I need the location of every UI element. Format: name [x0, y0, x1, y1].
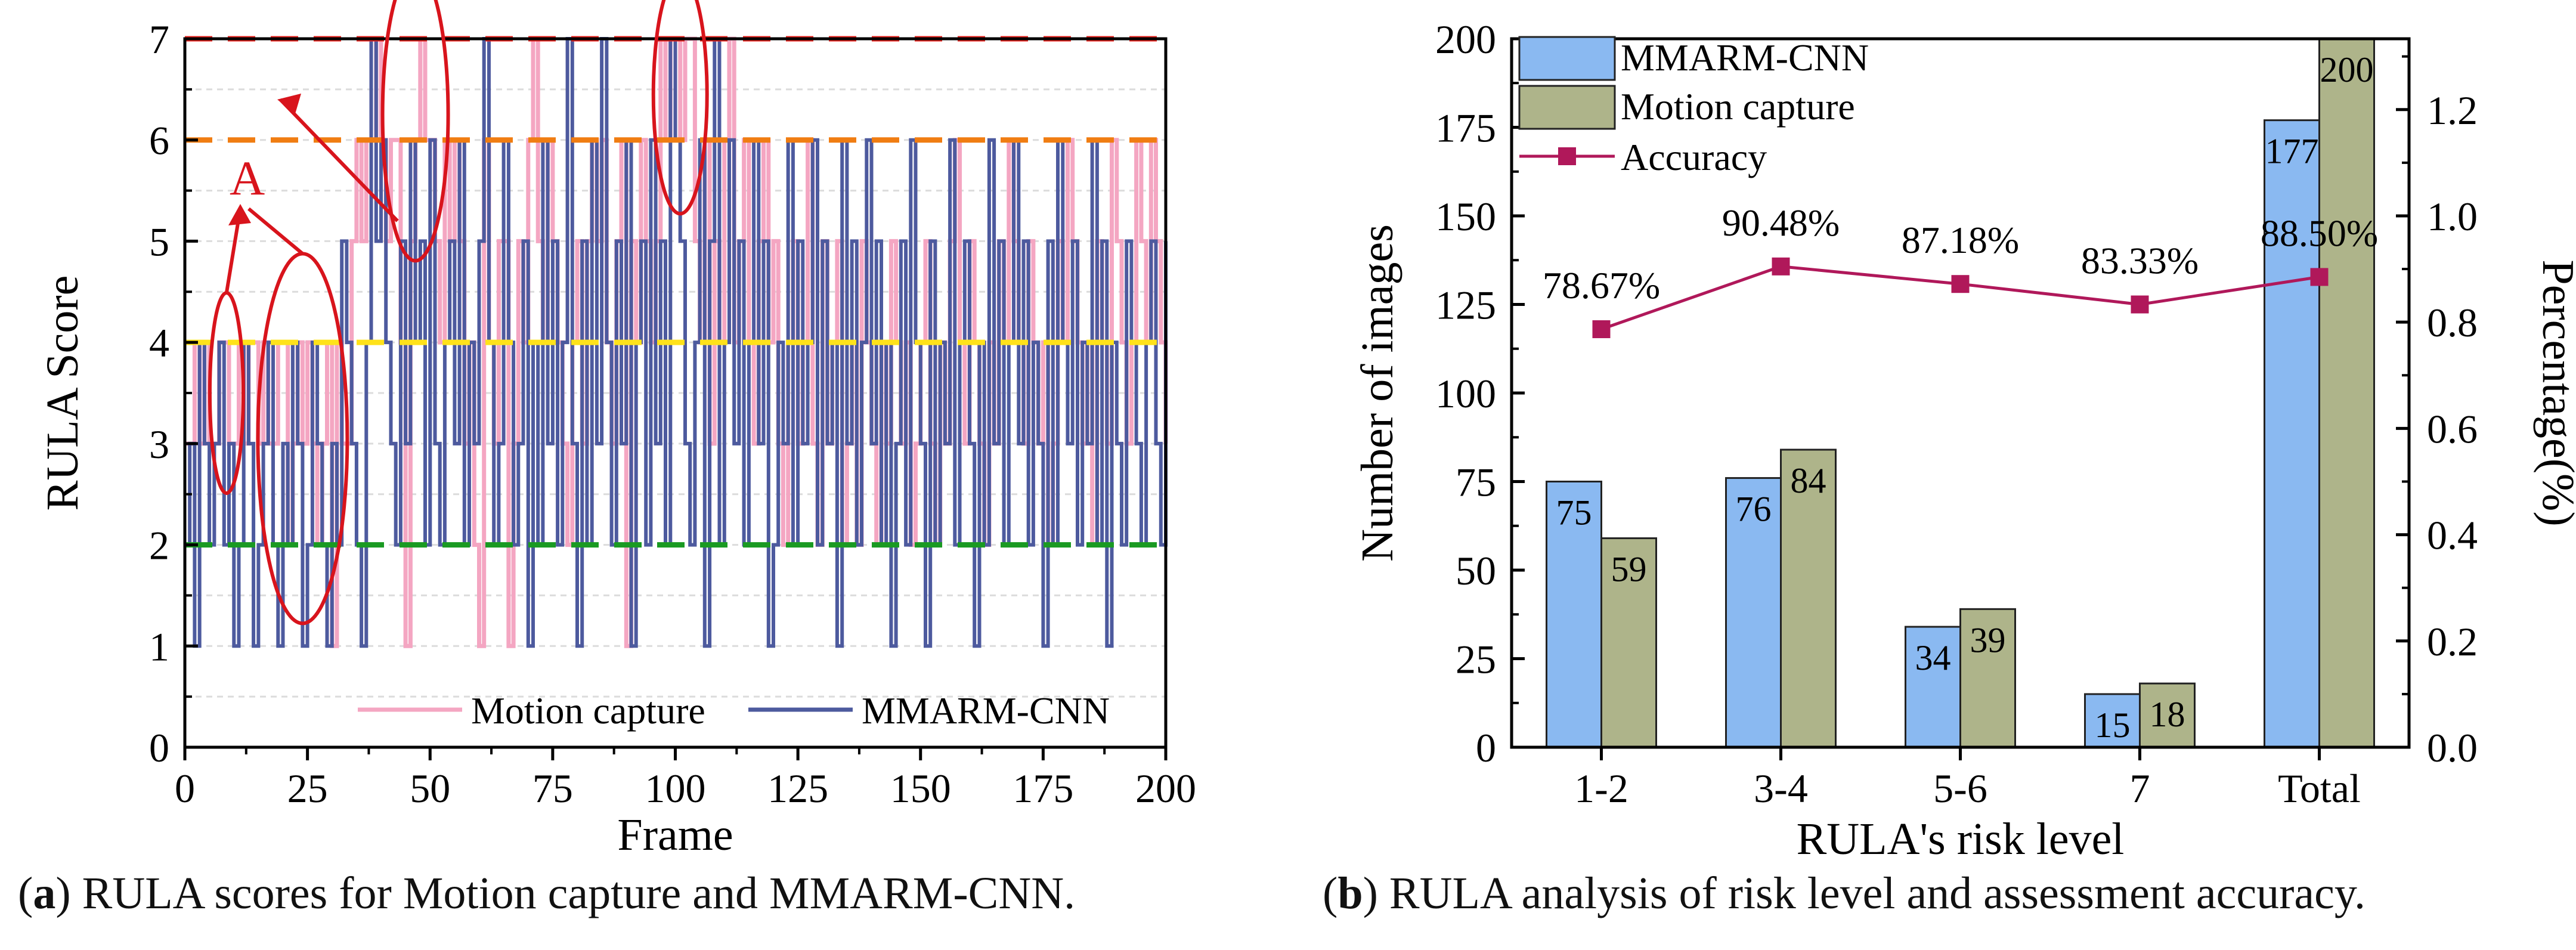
x-tick-label: 5-6: [1933, 766, 1987, 811]
y-tick-label: 100: [1435, 371, 1496, 416]
y-tick-label: 7: [149, 17, 169, 62]
legend-swatch-mmarm-cnn: [1518, 36, 1616, 81]
y-tick-label: 1: [149, 624, 169, 669]
x-tick-label: 1-2: [1574, 766, 1628, 811]
bar-motion-capture-3-4: [1780, 448, 1837, 748]
y-tick-label: 2: [149, 523, 169, 568]
caption-b-letter: b: [1337, 868, 1363, 918]
annotation-arrowhead: [228, 204, 251, 225]
y2-tick-label: 1.0: [2427, 194, 2478, 239]
accuracy-marker-3-4: [1772, 257, 1790, 276]
annotation-label: A: [230, 151, 265, 205]
bar-value-label: 15: [2095, 705, 2131, 745]
x-tick-label: 100: [645, 766, 706, 811]
x-tick-label: 0: [175, 766, 195, 811]
accuracy-marker-Total: [2310, 268, 2329, 286]
bar-motion-capture-5-6: [1959, 608, 2016, 748]
accuracy-label-Total: 88.50%: [2261, 212, 2378, 254]
y-tick-label: 3: [149, 422, 169, 467]
y2-tick-label: 0.8: [2427, 300, 2478, 345]
x-axis-title: RULA's risk level: [1797, 814, 2125, 864]
annotation-arrow: [247, 207, 304, 255]
y-tick-label: 25: [1456, 637, 1496, 682]
y-tick-label: 125: [1435, 283, 1496, 328]
x-axis-title: Frame: [617, 810, 733, 860]
legend-swatch-motion-capture: [1518, 85, 1616, 130]
accuracy-label-1-2: 78.67%: [1543, 264, 1660, 307]
accuracy-marker-7: [2131, 295, 2149, 314]
bar-mmarm-cnn-3-4: [1725, 477, 1782, 748]
annotation-arrow: [278, 98, 399, 222]
legend-b: MMARM-CNN Motion capture Accuracy: [1518, 36, 1869, 178]
y-tick-label: 50: [1456, 548, 1496, 593]
x-tick-label: 3-4: [1754, 766, 1808, 811]
y-tick-label: 150: [1435, 194, 1496, 239]
bar-value-label: 39: [1970, 620, 2006, 660]
accuracy-label-3-4: 90.48%: [1722, 202, 1840, 244]
y-tick-label: 4: [149, 320, 169, 366]
bar-value-label: 177: [2265, 132, 2319, 171]
x-tick-label: 125: [767, 766, 828, 811]
y2-tick-label: 0.0: [2427, 725, 2478, 770]
y-tick-label: 0: [1476, 725, 1496, 770]
bar-motion-capture-1-2: [1600, 537, 1657, 748]
x-tick-label: 175: [1013, 766, 1073, 811]
bar-value-label: 75: [1556, 493, 1592, 533]
annotation-arrowhead: [277, 93, 301, 114]
y-tick-label: 6: [149, 118, 169, 163]
accuracy-marker-1-2: [1592, 320, 1611, 339]
caption-b-text: ) RULA analysis of risk level and assess…: [1363, 868, 2366, 918]
x-tick-label: 50: [410, 766, 450, 811]
bar-value-label: 18: [2150, 695, 2185, 734]
y-tick-label: 0: [149, 725, 169, 770]
y2-axis-title: Percentage(%): [2533, 259, 2576, 526]
legend-label-mmarm-cnn: MMARM-CNN: [862, 689, 1110, 732]
bar-value-label: 200: [2320, 50, 2374, 89]
accuracy-label-5-6: 87.18%: [1902, 219, 2019, 261]
x-tick-label: Total: [2278, 766, 2361, 811]
bar-value-label: 84: [1791, 461, 1826, 500]
legend-a: Motion capture MMARM-CNN: [358, 689, 1110, 732]
y2-tick-label: 0.2: [2427, 619, 2478, 664]
y2-tick-label: 1.2: [2427, 88, 2478, 133]
y-tick-label: 200: [1435, 17, 1496, 62]
y-tick-label: 5: [149, 219, 169, 264]
chart-b-risk-level-accuracy: 75 76 34 15 177 59 84 39 18 200 78.67% 90.48% 87.18%…: [1352, 17, 2576, 864]
caption-a: (a) RULA scores for Motion capture and M…: [18, 868, 1076, 918]
caption-a-letter: a: [33, 868, 56, 918]
x-tick-label: 25: [287, 766, 328, 811]
x-tick-label: 75: [532, 766, 573, 811]
legend-label-accuracy: Accuracy: [1621, 136, 1767, 178]
accuracy-label-7: 83.33%: [2081, 240, 2199, 282]
legend-label-motion-capture: Motion capture: [471, 689, 705, 732]
bar-value-label: 76: [1736, 490, 1772, 529]
x-tick-label: 200: [1135, 766, 1196, 811]
y2-tick-label: 0.6: [2427, 406, 2478, 451]
bar-value-label: 34: [1915, 638, 1951, 677]
bar-value-label: 59: [1611, 550, 1647, 589]
bar-mmarm-cnn-5-6: [1905, 626, 1961, 748]
y2-tick-label: 0.4: [2427, 513, 2478, 558]
caption-a-text: ) RULA scores for Motion capture and MMA…: [55, 868, 1076, 918]
annotation-ellipse: [651, 0, 709, 216]
annotation-ellipse: [380, 0, 450, 263]
accuracy-marker-5-6: [1951, 275, 1970, 293]
legend-label-mmarm-cnn: MMARM-CNN: [1621, 36, 1869, 79]
y-axis-title: Number of images: [1352, 224, 1402, 562]
bar-motion-capture-7: [2139, 682, 2196, 748]
bar-mmarm-cnn-1-2: [1546, 481, 1602, 748]
x-tick-label: 150: [890, 766, 951, 811]
y-axis-title: RULA Score: [38, 276, 88, 511]
legend-swatch-accuracy-marker: [1558, 147, 1576, 165]
chart-a-rula-scores: 0 1 2 3 4 5 6 7 0 25 50 75 100 125 150 175 200 Frame RULA …: [38, 0, 1196, 860]
x-tick-label: 7: [2130, 766, 2150, 811]
bar-motion-capture-Total: [2318, 38, 2375, 748]
y-tick-label: 175: [1435, 106, 1496, 151]
caption-b: (b) RULA analysis of risk level and asse…: [1323, 868, 2366, 918]
y-tick-label: 75: [1456, 460, 1496, 505]
legend-label-motion-capture: Motion capture: [1621, 85, 1855, 128]
